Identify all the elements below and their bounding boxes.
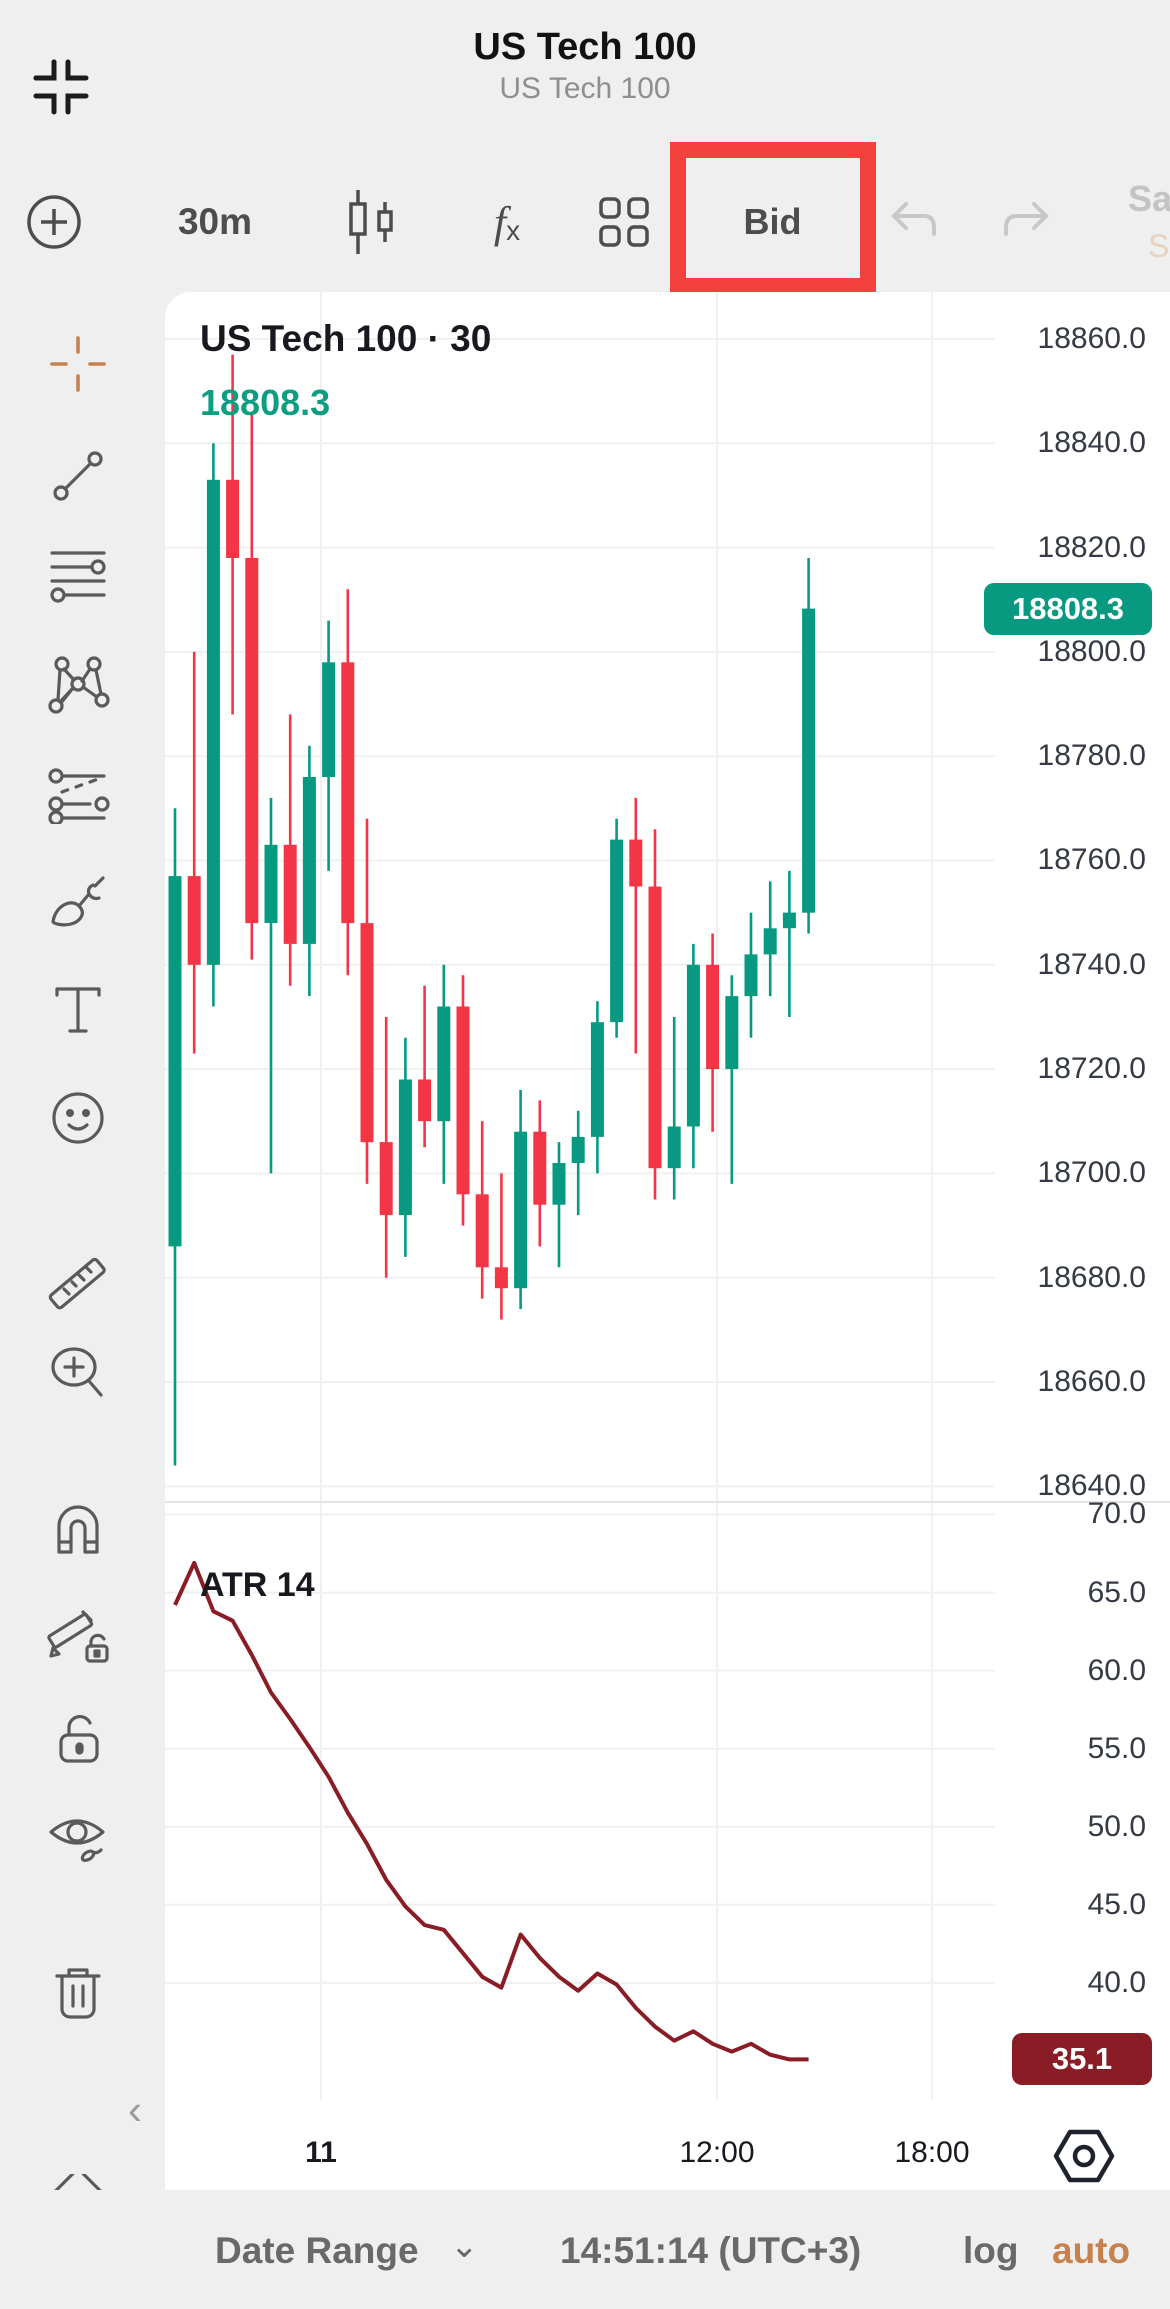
- trend-line-tool-icon[interactable]: [42, 440, 114, 512]
- pane-settings-icon[interactable]: [1052, 2126, 1116, 2186]
- price-tick-label: 18800.0: [1037, 634, 1146, 668]
- crosshair-tool-icon[interactable]: [42, 328, 114, 400]
- lock-tool-icon[interactable]: [42, 1702, 114, 1774]
- sidebar-collapse-chevron[interactable]: ‹: [128, 2086, 142, 2133]
- price-tick-label: 18720.0: [1037, 1052, 1146, 1086]
- layout-grid-button[interactable]: [586, 186, 662, 258]
- magnet-tool-icon[interactable]: [42, 1495, 114, 1567]
- zoom-in-tool-icon[interactable]: [42, 1336, 114, 1408]
- price-tick-label: 18860.0: [1037, 321, 1146, 355]
- log-scale-toggle[interactable]: log: [963, 2230, 1019, 2271]
- price-tick-label: 18680.0: [1037, 1260, 1146, 1294]
- page-subtitle: US Tech 100: [499, 72, 671, 105]
- draw-lock-tool-icon[interactable]: [42, 1599, 114, 1671]
- last-price-badge: 18808.3: [984, 582, 1152, 635]
- disjoint-channel-tool-icon[interactable]: [42, 759, 114, 831]
- text-tool-icon[interactable]: [42, 974, 114, 1046]
- interval-button[interactable]: 30m: [177, 201, 253, 242]
- time-tick-label: 11: [305, 2136, 337, 2169]
- price-tick-label: 18700.0: [1037, 1156, 1146, 1190]
- brush-tool-icon[interactable]: [42, 865, 114, 937]
- price-tick-label: 18740.0: [1037, 947, 1146, 981]
- atr-tick-label: 60.0: [1087, 1653, 1146, 1687]
- chart-type-icon[interactable]: [330, 186, 410, 258]
- atr-tick-label: 40.0: [1087, 1965, 1146, 1999]
- trash-tool-icon[interactable]: [42, 1957, 114, 2029]
- bid-ask-toggle[interactable]: Bid: [743, 201, 802, 242]
- horizontal-lines-tool-icon[interactable]: [42, 540, 114, 612]
- price-tick-label: 18640.0: [1037, 1469, 1146, 1503]
- date-range-button[interactable]: Date Range: [215, 2230, 419, 2271]
- emoji-tool-icon[interactable]: [42, 1082, 114, 1154]
- undo-button[interactable]: [876, 186, 952, 258]
- atr-value-badge: 35.1: [1012, 2033, 1152, 2086]
- atr-tick-label: 65.0: [1087, 1575, 1146, 1609]
- chart-legend-last-price: 18808.3: [200, 382, 331, 423]
- bottom-bar: [0, 2190, 1170, 2309]
- atr-tick-label: 55.0: [1087, 1731, 1146, 1765]
- price-tick-label: 18820.0: [1037, 530, 1146, 564]
- chevron-down-icon[interactable]: ⌄: [450, 2227, 479, 2265]
- clock-utc-label[interactable]: 14:51:14 (UTC+3): [560, 2230, 862, 2271]
- hide-drawings-tool-icon[interactable]: [42, 1805, 114, 1877]
- page-title: US Tech 100: [473, 26, 697, 68]
- price-tick-label: 18760.0: [1037, 843, 1146, 877]
- price-tick-label: 18660.0: [1037, 1365, 1146, 1399]
- atr-tick-label: 50.0: [1087, 1809, 1146, 1843]
- atr-indicator-label[interactable]: ATR 14: [200, 1566, 315, 1604]
- app-logo-icon[interactable]: [28, 54, 94, 120]
- chart-legend-symbol[interactable]: US Tech 100 · 30: [200, 318, 492, 359]
- price-tick-label: 18780.0: [1037, 739, 1146, 773]
- xabcd-pattern-tool-icon[interactable]: [42, 649, 114, 721]
- add-button[interactable]: [18, 186, 90, 258]
- atr-tick-label: 45.0: [1087, 1887, 1146, 1921]
- clipped-save-label[interactable]: Sa: [1128, 178, 1170, 219]
- time-tick-label: 18:00: [894, 2136, 970, 2169]
- auto-scale-toggle[interactable]: auto: [1052, 2230, 1131, 2271]
- time-tick-label: 12:00: [679, 2136, 755, 2169]
- atr-tick-label: 70.0: [1087, 1497, 1146, 1531]
- clipped-save-sublabel: S: [1148, 228, 1170, 264]
- redo-button[interactable]: [988, 186, 1064, 258]
- price-tick-label: 18840.0: [1037, 426, 1146, 460]
- ruler-tool-icon[interactable]: [42, 1247, 114, 1319]
